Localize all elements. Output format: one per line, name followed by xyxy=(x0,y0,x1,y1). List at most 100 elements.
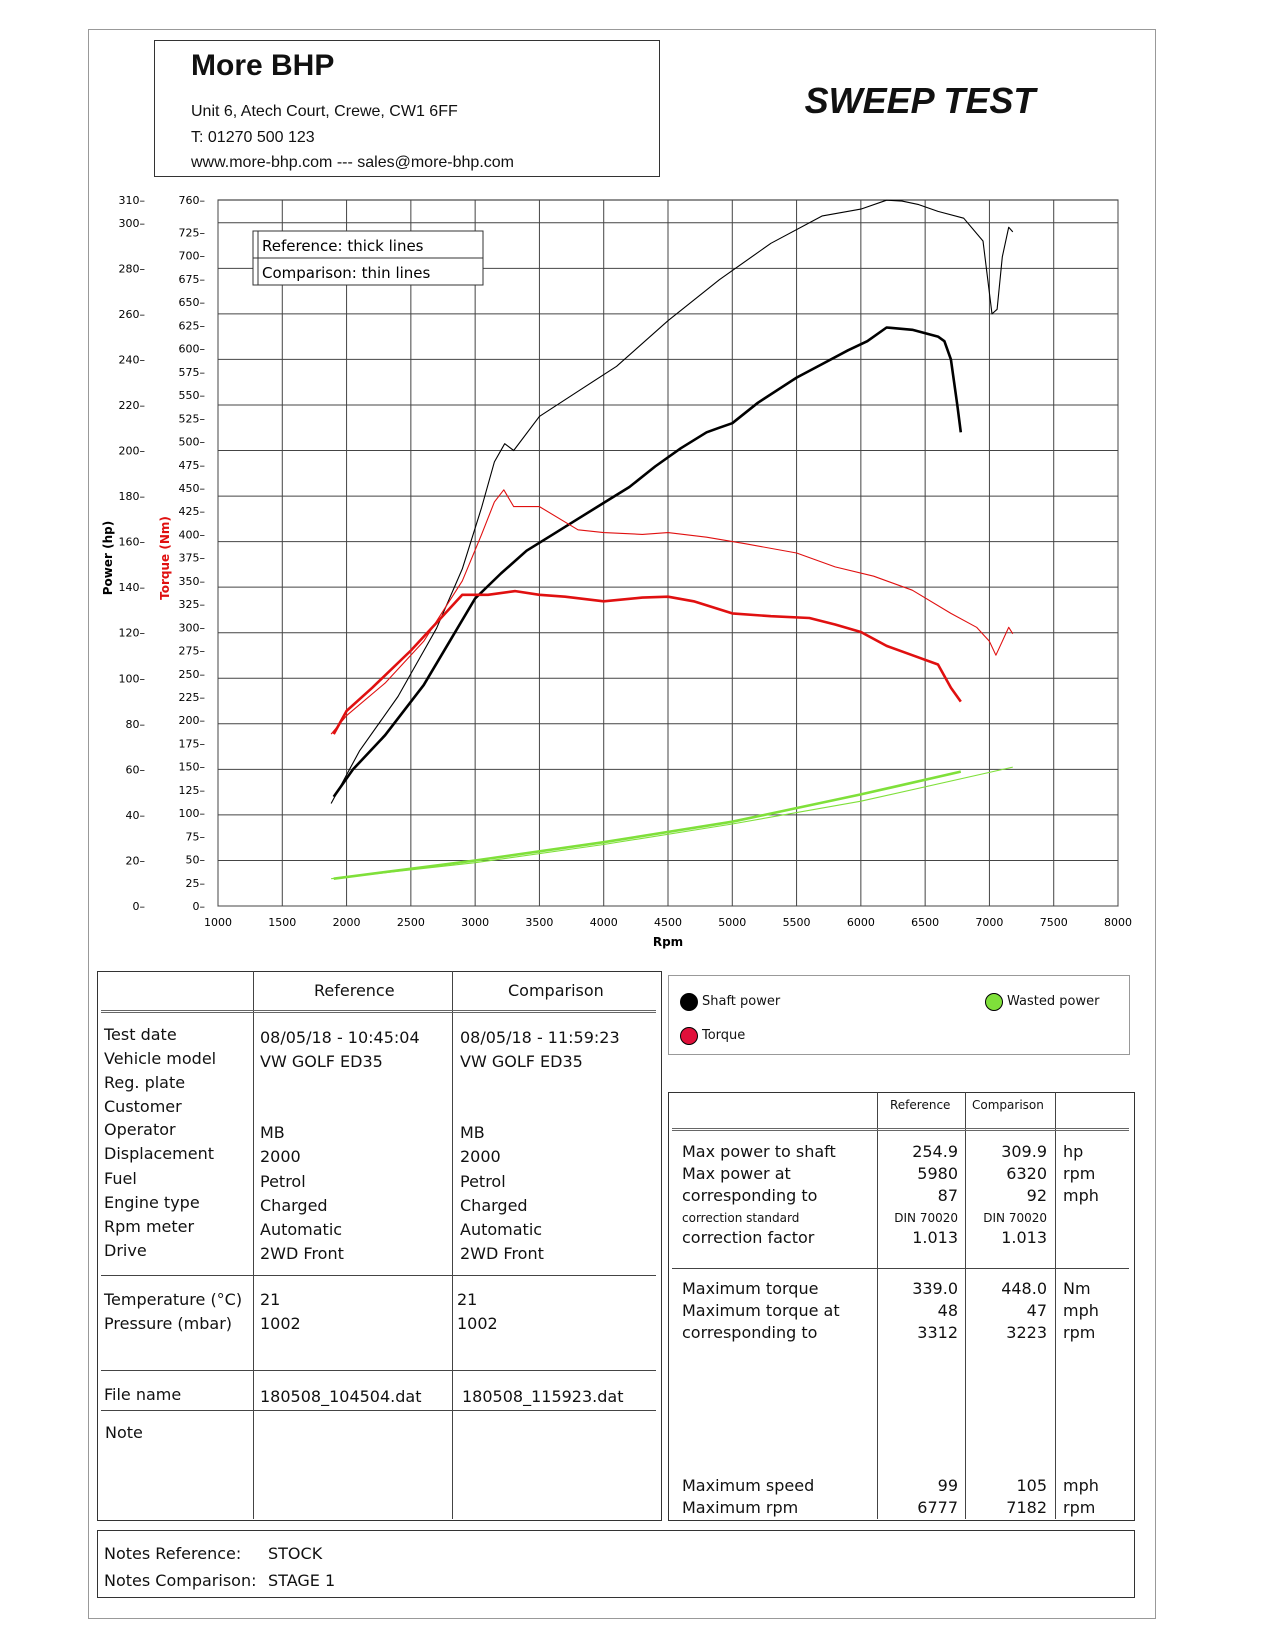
power-tick-label: 60– xyxy=(126,763,146,776)
info-header-cmp: Comparison xyxy=(508,981,604,1000)
results-cmp: 3223 xyxy=(1006,1323,1047,1342)
results-label: Max power at xyxy=(682,1164,791,1183)
results-cmp: 105 xyxy=(1016,1476,1047,1495)
results-ref: 339.0 xyxy=(912,1279,958,1298)
power-tick-label: 100– xyxy=(119,672,146,685)
notes-ref-label: Notes Reference: xyxy=(104,1544,242,1563)
results-label: corresponding to xyxy=(682,1323,818,1342)
company-name: More BHP xyxy=(191,49,335,82)
info-ref: MB xyxy=(260,1123,285,1142)
torque-tick-label: 275– xyxy=(179,645,206,658)
results-cmp: 6320 xyxy=(1006,1164,1047,1183)
info-cmp: MB xyxy=(460,1123,485,1142)
legend-wasted: Wasted power xyxy=(1007,994,1100,1009)
file-label: File name xyxy=(104,1385,182,1404)
shaft-power-dot xyxy=(680,993,698,1011)
x-tick-label: 1500 xyxy=(268,916,296,929)
torque-tick-label: 375– xyxy=(179,552,206,565)
power-tick-label: 180– xyxy=(119,490,146,503)
env-cmp-temp: 21 xyxy=(457,1290,478,1309)
torque-tick-label: 500– xyxy=(179,436,206,449)
info-ref: Automatic xyxy=(260,1220,343,1239)
results-col-divider-2 xyxy=(965,1092,966,1519)
power-tick-label: 20– xyxy=(126,854,146,867)
results-ref: 5980 xyxy=(917,1164,958,1183)
info-label: Fuel xyxy=(104,1169,137,1188)
results-label: corresponding to xyxy=(682,1186,818,1205)
env-label-pressure: Pressure (mbar) xyxy=(104,1314,233,1333)
results-ref: 3312 xyxy=(917,1323,958,1342)
torque-tick-label: 425– xyxy=(179,505,206,518)
torque-tick-label: 150– xyxy=(179,761,206,774)
results-header-cmp: Comparison xyxy=(972,1098,1044,1112)
torque-thin-line xyxy=(330,489,1014,735)
torque-tick-label: 300– xyxy=(179,621,206,634)
power-tick-label: 140– xyxy=(119,581,146,594)
x-tick-label: 7500 xyxy=(1040,916,1068,929)
legend-shaft: Shaft power xyxy=(702,994,781,1009)
power-thin-line xyxy=(330,199,1014,804)
results-ref: DIN 70020 xyxy=(894,1211,958,1225)
notes-cmp-value: STAGE 1 xyxy=(268,1571,336,1590)
results-ref: 99 xyxy=(937,1476,958,1495)
x-tick-label: 5500 xyxy=(783,916,811,929)
power-tick-label: 200– xyxy=(119,445,146,458)
results-ref: 1.013 xyxy=(912,1228,958,1247)
torque-tick-label: 600– xyxy=(179,343,206,356)
results-label: Maximum speed xyxy=(682,1476,815,1495)
results-cmp: 309.9 xyxy=(1001,1142,1047,1161)
results-divider-1 xyxy=(672,1268,1129,1269)
results-unit: rpm xyxy=(1063,1323,1096,1342)
info-divider-note xyxy=(101,1410,656,1411)
file-ref: 180508_104504.dat xyxy=(260,1387,422,1406)
series-legend xyxy=(668,975,1130,1055)
info-cmp: VW GOLF ED35 xyxy=(460,1052,583,1071)
torque-tick-label: 250– xyxy=(179,668,206,681)
torque-tick-label: 550– xyxy=(179,389,206,402)
torque-tick-label: 50– xyxy=(186,854,206,867)
power-tick-label: 160– xyxy=(119,536,146,549)
power-tick-label: 0– xyxy=(133,900,146,913)
env-ref-pressure: 1002 xyxy=(260,1314,301,1333)
info-label: Reg. plate xyxy=(104,1073,186,1092)
torque-tick-label: 125– xyxy=(179,784,206,797)
power-tick-label: 310– xyxy=(119,194,146,207)
wasted-power-dot xyxy=(985,993,1003,1011)
company-web: www.more-bhp.com --- sales@more-bhp.com xyxy=(191,154,514,171)
results-cmp: 92 xyxy=(1026,1186,1047,1205)
results-label: correction factor xyxy=(682,1228,815,1247)
x-tick-label: 4500 xyxy=(654,916,682,929)
company-header: More BHP Unit 6, Atech Court, Crewe, CW1… xyxy=(154,40,660,177)
power-tick-label: 260– xyxy=(119,308,146,321)
results-label: Maximum rpm xyxy=(682,1498,799,1517)
info-label: Test date xyxy=(104,1025,177,1044)
power-tick-label: 80– xyxy=(126,718,146,731)
legend-torque: Torque xyxy=(702,1028,746,1043)
info-ref: Charged xyxy=(260,1196,328,1215)
wasted-thick-line xyxy=(333,770,962,880)
torque-tick-label: 525– xyxy=(179,412,206,425)
power-tick-label: 240– xyxy=(119,353,146,366)
torque-tick-label: 575– xyxy=(179,366,206,379)
info-cmp: 2WD Front xyxy=(460,1244,544,1263)
x-tick-label: 3000 xyxy=(461,916,489,929)
env-ref-temp: 21 xyxy=(260,1290,281,1309)
info-cmp: 08/05/18 - 11:59:23 xyxy=(460,1028,620,1047)
x-tick-label: 7000 xyxy=(975,916,1003,929)
power-thick-line xyxy=(332,326,963,798)
results-cmp: 7182 xyxy=(1006,1498,1047,1517)
info-label: Engine type xyxy=(104,1193,200,1212)
results-ref: 6777 xyxy=(917,1498,958,1517)
results-label: Maximum torque xyxy=(682,1279,819,1298)
info-label: Displacement xyxy=(104,1144,214,1163)
results-ref: 48 xyxy=(937,1301,958,1320)
results-unit: mph xyxy=(1063,1476,1099,1495)
torque-tick-label: 625– xyxy=(179,319,206,332)
x-tick-label: 2500 xyxy=(397,916,425,929)
info-ref: Petrol xyxy=(260,1172,306,1191)
info-cmp: Charged xyxy=(460,1196,528,1215)
torque-tick-label: 200– xyxy=(179,714,206,727)
results-header-line xyxy=(672,1128,1129,1131)
info-col-divider-1 xyxy=(253,971,254,1519)
torque-tick-label: 325– xyxy=(179,598,206,611)
